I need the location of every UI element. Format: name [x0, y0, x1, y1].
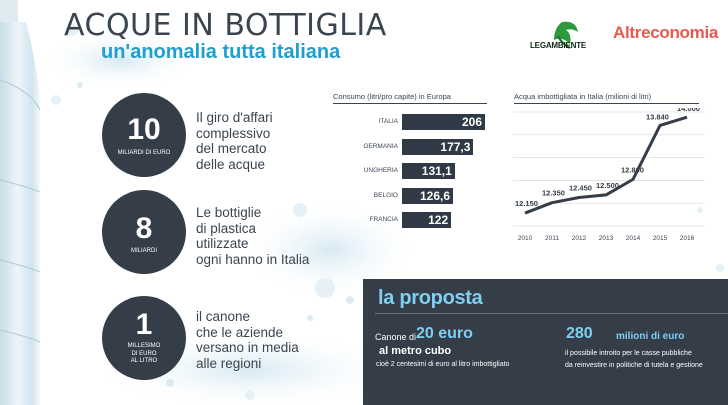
bar [402, 212, 452, 228]
bar-category-label: ITALIA [378, 118, 398, 125]
page-subtitle: un'anomalia tutta italiana [101, 41, 341, 63]
bar-chart-title: Consumo (litri/pro capite) in Europa [333, 92, 451, 101]
revenue-unit: milioni di euro [616, 331, 685, 342]
line-chart-x-tick-label: 2013 [599, 235, 614, 242]
fact-text-bottles: Le bottiglie di plastica utilizzate ogni… [196, 205, 309, 267]
bottle-illustration [0, 0, 41, 405]
fee-unit: al metro cubo [379, 345, 452, 357]
fact-circle-revenue: 10 MILIARDI DI EURO [102, 93, 186, 177]
fact-text-fee: il canone che le aziende versano in medi… [196, 309, 299, 371]
fact-number: 10 [127, 113, 161, 146]
bar-value-label: 126,6 [419, 188, 450, 203]
fact-line: Il giro d'affari [196, 110, 273, 125]
fact-text-revenue: Il giro d'affari complessivo del mercato… [196, 110, 273, 172]
line-chart-value-label: 12.800 [621, 165, 644, 174]
fact-unit-line: DI EURO [131, 350, 157, 357]
bar-chart: ITALIA 206 GERMANIA 177,3 UNGHERIA 131,1 BELGI… [300, 106, 490, 236]
bar [402, 114, 485, 130]
fact-line: alle regioni [196, 355, 262, 371]
line-chart-series-line [524, 115, 688, 215]
bar-value-label: 131,1 [421, 164, 452, 178]
page-title: ACQUE IN BOTTIGLIA [64, 8, 387, 43]
fact-line: complessivo [196, 125, 271, 141]
fact-circle-bottles: 8 MILIARDI [102, 190, 186, 274]
bar [402, 138, 474, 155]
fact-line: versano in media [196, 340, 299, 355]
bar-value-label: 122 [428, 213, 449, 227]
fee-note: cioè 2 centesimi di euro al litro imbott… [376, 361, 510, 368]
fact-unit-line: AL LITRO [130, 358, 158, 364]
proposal-title: la proposta [378, 287, 483, 309]
bar-value-label: 206 [461, 115, 482, 129]
line-chart-x-tick-label: 2010 [518, 235, 533, 242]
proposal-divider [375, 313, 728, 314]
bar-category-label: FRANCIA [369, 216, 398, 223]
line-chart-x-tick-label: 2016 [680, 235, 695, 242]
line-chart-x-tick-label: 2014 [626, 235, 641, 242]
fact-line: Le bottiglie [196, 205, 262, 220]
fee-prefix: Canone di [375, 332, 417, 342]
bar-category-label: UNGHERIA [363, 167, 398, 174]
line-chart-value-label: 13.840 [646, 112, 669, 121]
line-chart-value-label: 12.350 [542, 189, 565, 198]
line-chart-value-label: 14.000 [677, 108, 700, 113]
fee-amount: 20 euro [416, 325, 473, 342]
bar [402, 187, 453, 204]
fact-line: ogni hanno in Italia [196, 251, 310, 267]
line-chart-rule [514, 103, 699, 104]
fact-unit: MILIARDI DI EURO [117, 150, 171, 156]
line-chart-x-tick-label: 2015 [653, 235, 668, 242]
bar-value-label: 177,3 [440, 139, 471, 154]
fact-line: di plastica [196, 220, 257, 236]
fact-number: 1 [135, 308, 153, 341]
fact-unit: MILIARDI [130, 248, 157, 254]
fact-number: 8 [135, 212, 153, 245]
bar-category-label: GERMANIA [363, 142, 398, 150]
revenue-amount: 280 [566, 325, 593, 342]
bar [402, 163, 455, 179]
legambiente-logo [554, 21, 578, 49]
line-chart-x-tick-label: 2011 [545, 235, 559, 242]
fact-unit-line: MILLESIMO [127, 343, 161, 349]
line-chart-value-label: 12.500 [596, 181, 619, 190]
bar-category-label: BELGIO [373, 191, 398, 199]
proposal-panel [363, 279, 728, 405]
line-chart-title: Acqua imbottigliata in Italia (milioni d… [514, 92, 652, 101]
line-chart-value-label: 12.150 [515, 199, 538, 208]
fact-line: utilizzate [196, 236, 249, 251]
line-chart-value-label: 12.450 [569, 184, 592, 193]
revenue-note-line-2: da reinvestire in politiche di tutela e … [565, 362, 703, 369]
fact-line: delle acque [196, 156, 266, 172]
line-chart-x-tick-label: 2012 [572, 235, 587, 242]
fact-line: il canone [196, 309, 251, 324]
fact-line: che le aziende [196, 324, 284, 340]
fact-line: del mercato [196, 141, 267, 156]
fact-circle-fee: 1 MILLESIMO DI EURO AL LITRO [102, 296, 186, 380]
altreconomia-logo: Altreconomia [613, 23, 719, 42]
legambiente-logo-text: LEGAMBIENTE [530, 41, 587, 50]
revenue-note-line-1: il possibile introito per le casse pubbl… [565, 350, 692, 357]
bar-chart-rule [333, 103, 487, 104]
